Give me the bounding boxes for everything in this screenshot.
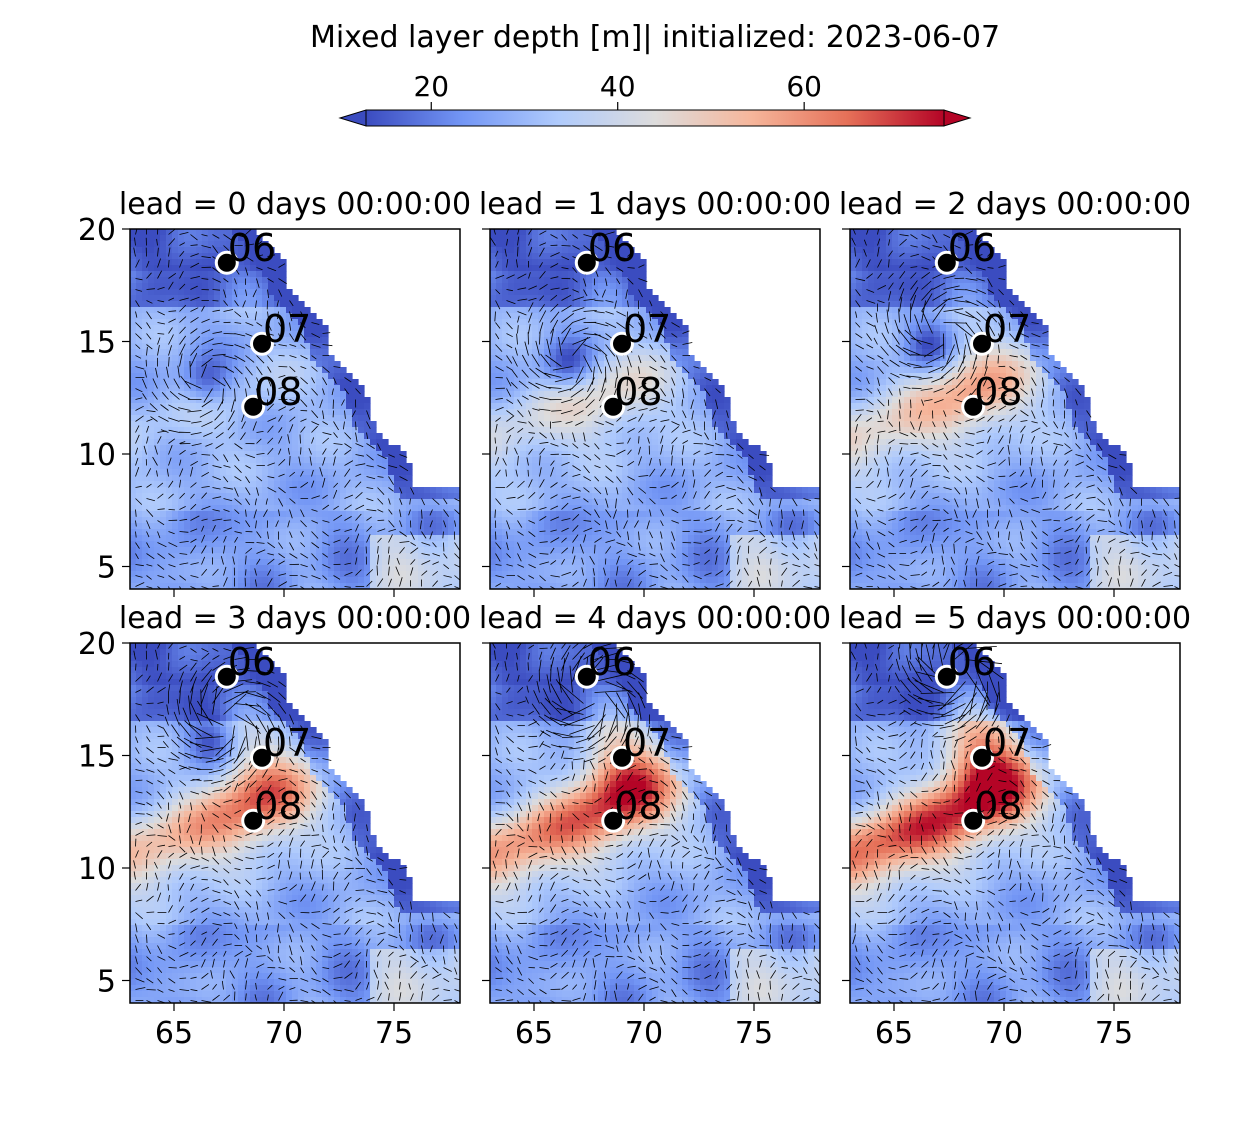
- quiver-arrows: [850, 643, 1180, 1003]
- x-tick-label: 65: [875, 1016, 913, 1051]
- track-point-06: [937, 253, 956, 272]
- colorbar-bar: [365, 109, 945, 127]
- track-point-08: [964, 397, 983, 416]
- track-point-label: 06: [228, 226, 276, 270]
- track-point-label: 08: [614, 370, 662, 414]
- figure-title: Mixed layer depth [m]| initialized: 2023…: [310, 20, 1000, 55]
- heatmap-field: [490, 229, 820, 589]
- panel-2: 06 07 08 lead = 2 days 00:00:00: [839, 187, 1191, 597]
- track-point-06: [577, 667, 596, 686]
- track-point-08: [964, 811, 983, 830]
- y-tick-label: 5: [97, 551, 116, 586]
- track-point-label: 06: [948, 226, 996, 270]
- track-point-06: [937, 667, 956, 686]
- colorbar-tick-label: 20: [413, 70, 449, 103]
- y-tick-label: 5: [97, 965, 116, 1000]
- track-point-06: [217, 253, 236, 272]
- panel-3: 65 70 75 5 10 15 20 06 07 08 lead = 3 days 00:00:0…: [78, 601, 471, 1051]
- colorbar-extend-low: [338, 109, 367, 127]
- track-point-label: 08: [974, 784, 1022, 828]
- colorbar-tick-label: 60: [786, 70, 822, 103]
- track-point-label: 06: [588, 226, 636, 270]
- y-tick-label: 20: [78, 213, 116, 248]
- panel-title: lead = 1 days 00:00:00: [479, 187, 831, 222]
- quiver-arrows: [133, 229, 460, 589]
- quiver-arrows: [490, 229, 820, 589]
- track-point-07: [613, 334, 631, 353]
- track-point-07: [613, 748, 631, 767]
- panel-title: lead = 2 days 00:00:00: [839, 187, 1191, 222]
- track-point-label: 07: [983, 721, 1031, 765]
- y-tick-label: 20: [78, 627, 116, 662]
- axes-frame: [129, 228, 461, 590]
- track-point-label: 06: [588, 640, 636, 684]
- axes-frame: [849, 642, 1181, 1004]
- colorbar-tick-label: 40: [600, 70, 636, 103]
- y-tick-label: 15: [78, 326, 116, 361]
- axes-frame: [129, 642, 461, 1004]
- track-point-08: [244, 397, 263, 416]
- panel-title: lead = 5 days 00:00:00: [839, 601, 1191, 636]
- x-tick-label: 70: [985, 1016, 1023, 1051]
- y-tick-label: 15: [78, 740, 116, 775]
- x-tick-label: 75: [1095, 1016, 1133, 1051]
- track-point-07: [973, 748, 991, 767]
- x-tick-label: 65: [155, 1016, 193, 1051]
- track-point-label: 06: [228, 640, 276, 684]
- track-point-label: 08: [614, 784, 662, 828]
- axes-frame: [489, 642, 821, 1004]
- x-tick-label: 70: [625, 1016, 663, 1051]
- panel-1: 06 07 08 lead = 1 days 00:00:00: [479, 187, 831, 597]
- panel-title: lead = 0 days 00:00:00: [119, 187, 471, 222]
- track-point-07: [253, 748, 271, 767]
- colorbar: 20 40 60: [338, 70, 972, 127]
- track-point-08: [244, 811, 263, 830]
- track-point-label: 07: [623, 307, 671, 351]
- track-point-label: 08: [254, 784, 302, 828]
- track-point-07: [253, 334, 271, 353]
- track-point-08: [604, 811, 623, 830]
- panel-title: lead = 4 days 00:00:00: [479, 601, 831, 636]
- y-tick-label: 10: [78, 438, 116, 473]
- track-point-08: [604, 397, 623, 416]
- heatmap-field: [130, 229, 460, 589]
- panel-title: lead = 3 days 00:00:00: [119, 601, 471, 636]
- track-point-label: 06: [948, 640, 996, 684]
- track-point-06: [577, 253, 596, 272]
- track-point-label: 07: [983, 307, 1031, 351]
- y-tick-label: 10: [78, 852, 116, 887]
- panel-0: 5 10 15 20 06 07 08 lead = 0 days 00:00:00: [78, 187, 471, 597]
- track-point-06: [217, 667, 236, 686]
- x-tick-label: 75: [375, 1016, 413, 1051]
- quiver-arrows: [133, 643, 460, 1003]
- track-point-label: 07: [263, 307, 311, 351]
- x-tick-label: 75: [735, 1016, 773, 1051]
- track-point-label: 08: [254, 370, 302, 414]
- track-point-label: 07: [623, 721, 671, 765]
- track-point-label: 07: [263, 721, 311, 765]
- heatmap-field: [850, 643, 1180, 1003]
- colorbar-extend-high: [943, 109, 972, 127]
- x-tick-label: 70: [265, 1016, 303, 1051]
- track-point-label: 08: [974, 370, 1022, 414]
- x-tick-label: 65: [515, 1016, 553, 1051]
- panel-5: 65 70 75 06 07 08 lead = 5 days 00:00:00: [839, 601, 1191, 1051]
- quiver-arrows: [491, 643, 820, 1003]
- axes-frame: [849, 228, 1181, 590]
- panel-4: 65 70 75 06 07 08 lead = 4 days 00:00:00: [479, 601, 831, 1051]
- axes-frame: [489, 228, 821, 590]
- track-point-07: [973, 334, 991, 353]
